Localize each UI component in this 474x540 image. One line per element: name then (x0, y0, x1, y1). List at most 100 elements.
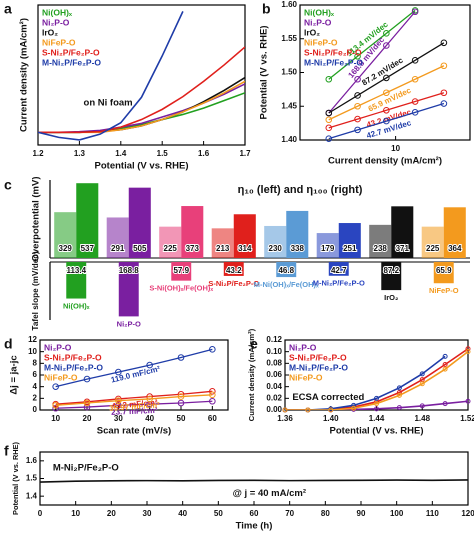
data-point (383, 89, 390, 97)
data-point (411, 98, 419, 105)
data-point (351, 405, 357, 411)
panel-label: c (4, 177, 12, 193)
bar-value-label: 291 (111, 244, 125, 253)
y-axis-label: Δj = ja-jc (9, 355, 20, 394)
y-tick-label: 0.12 (266, 335, 282, 344)
panel-label: e (250, 336, 258, 352)
data-point (83, 375, 91, 383)
bar (181, 206, 204, 258)
x-tick-label: 10 (71, 509, 80, 518)
data-point (115, 368, 122, 376)
data-point (209, 397, 216, 405)
data-point (440, 62, 448, 70)
bar-value-label: 113.4 (66, 266, 86, 275)
data-point (440, 100, 448, 107)
data-point (383, 74, 390, 82)
x-tick-label: 40 (145, 414, 154, 423)
y-tick-label: 1.55 (281, 34, 297, 43)
y-tick-label: 0.04 (266, 382, 282, 391)
data-point (411, 75, 419, 83)
x-tick-label: 30 (143, 509, 152, 518)
data-point (442, 353, 448, 359)
data-point (325, 75, 333, 83)
x-axis-label: Time (h) (236, 521, 273, 532)
x-tick-label: 20 (107, 509, 116, 518)
bar (54, 212, 77, 258)
x-tick-label: 80 (321, 509, 330, 518)
data-point (354, 92, 361, 99)
bar-value-label: 46.8 (278, 266, 294, 275)
data-point (52, 404, 59, 412)
y-tick-label: 0.10 (266, 347, 282, 356)
bar-value-label: 42.7 (331, 266, 347, 275)
bar-value-label: 87.2 (383, 266, 399, 275)
data-point (52, 383, 59, 390)
bar (391, 206, 414, 258)
annotation: on Ni foam (84, 98, 133, 109)
annotation: M-Ni₂P/Fe₂P-O (53, 462, 119, 473)
legend-entry: S-Ni₂P/Fe₂P-O (44, 352, 102, 362)
data-point (177, 354, 185, 361)
x-tick-label: 120 (461, 509, 474, 518)
legend-entry: IrO₂ (42, 27, 58, 37)
bar (106, 217, 129, 258)
series-line (38, 11, 184, 141)
panel-label: f (4, 443, 9, 459)
data-point (411, 109, 419, 116)
data-point (396, 385, 402, 391)
y-tick-label: 0.00 (266, 405, 282, 414)
x-tick-label: 10 (51, 414, 60, 423)
x-tick-label: 60 (208, 414, 217, 423)
y-tick-label: 2 (33, 393, 38, 402)
data-point (383, 30, 390, 37)
y-tick-label: 8 (33, 358, 38, 367)
y-tick-label: 0.06 (266, 370, 282, 379)
data-point (383, 42, 390, 49)
y-tick-label: 10 (28, 347, 37, 356)
slope-label: 43.2 mF/cm² (111, 398, 158, 411)
data-point (419, 381, 425, 387)
legend-entry: IrO₂ (304, 27, 320, 37)
x-tick-label: 1.52 (460, 414, 474, 423)
data-point (465, 398, 471, 404)
data-point (325, 116, 333, 124)
legend-entry: M-Ni₂P/Fe₂P-O (44, 362, 103, 372)
data-point (411, 57, 419, 64)
x-tick-label: 10 (391, 144, 400, 153)
data-point (419, 403, 425, 409)
x-axis-label: Potential (V vs. RHE) (95, 161, 189, 172)
x-tick-label: 1.36 (277, 414, 293, 423)
series-line (55, 400, 213, 409)
category-label: S-Ni(OH)ₓ/Fe(OH)ₓ (149, 284, 213, 293)
y-axis-label: Potential (V vs. RHE) (259, 26, 270, 120)
x-tick-label: 1.7 (239, 149, 251, 158)
x-tick-label: 90 (357, 509, 366, 518)
data-point (83, 399, 91, 407)
category-label: M-Ni₂P/Fe₂P-O (313, 279, 365, 288)
bar-value-label: 213 (216, 244, 230, 253)
x-tick-label: 70 (285, 509, 294, 518)
bar (171, 262, 192, 281)
data-point (465, 349, 471, 355)
bar (76, 183, 99, 258)
x-tick-label: 100 (390, 509, 404, 518)
data-point (396, 392, 402, 398)
x-tick-label: 1.6 (198, 149, 210, 158)
bar (223, 262, 244, 276)
data-point (354, 102, 361, 110)
y-tick-label: 1.45 (281, 101, 297, 110)
legend-entry: Ni(OH)ₓ (42, 7, 73, 17)
legend-entry: Ni(OH)ₓ (304, 7, 335, 17)
series-line (55, 394, 213, 406)
data-point (209, 388, 216, 395)
bar (128, 187, 151, 258)
series-line (328, 92, 445, 129)
series-line (328, 9, 416, 80)
bar (276, 262, 297, 278)
bar (443, 207, 466, 258)
bar (211, 228, 234, 258)
series-line (328, 11, 416, 114)
data-point (325, 124, 333, 132)
